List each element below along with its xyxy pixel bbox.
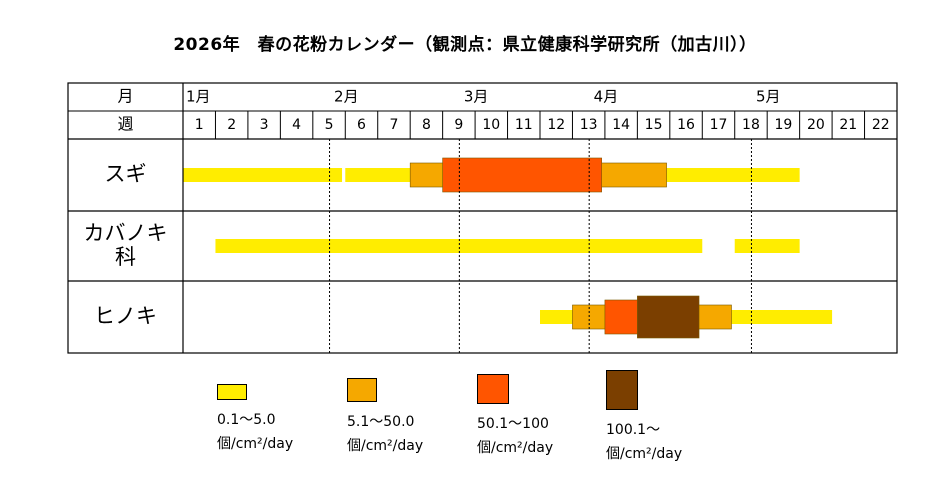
legend-range-level-3: 50.1～100 <box>477 416 549 432</box>
pollen-bar-2-2 <box>734 239 800 253</box>
week-header-label: 週 <box>117 115 133 134</box>
week-label-11: 11 <box>515 117 533 133</box>
month-label-2: 2月 <box>334 88 359 106</box>
week-label-7: 7 <box>389 117 398 133</box>
week-label-16: 16 <box>677 117 695 133</box>
week-label-15: 15 <box>645 117 663 133</box>
legend-swatch-level-2 <box>347 378 377 402</box>
legend-item-level-2: 5.1～50.0 個/cm²/day <box>347 372 457 454</box>
pollen-bar-3-2 <box>702 310 833 324</box>
legend-range-level-1: 0.1～5.0 <box>217 412 276 428</box>
week-label-19: 19 <box>774 117 792 133</box>
pollen-bar-2-1 <box>215 239 703 253</box>
month-label-1: 1月 <box>186 88 211 106</box>
legend-swatch-level-4 <box>606 370 638 410</box>
week-label-9: 9 <box>454 117 463 133</box>
chart-title: 2026年 春の花粉カレンダー（観測点：県立健康科学研究所（加古川）） <box>173 35 757 55</box>
legend-range-level-2: 5.1～50.0 <box>347 414 415 430</box>
week-label-1: 1 <box>195 117 204 133</box>
week-label-12: 12 <box>547 117 565 133</box>
legend-item-level-3: 50.1～100 個/cm²/day <box>477 372 587 456</box>
week-label-4: 4 <box>292 117 301 133</box>
legend-item-level-4: 100.1～ 個/cm²/day <box>606 370 716 462</box>
row-label-1: スギ <box>105 162 147 186</box>
week-label-18: 18 <box>742 117 760 133</box>
week-label-10: 10 <box>482 117 500 133</box>
legend-item-level-1: 0.1～5.0 個/cm²/day <box>217 372 327 452</box>
pollen-bar-1-1 <box>183 168 343 182</box>
week-label-21: 21 <box>839 117 857 133</box>
week-label-3: 3 <box>260 117 269 133</box>
calendar-border <box>67 82 898 354</box>
pollen-bar-1-6 <box>442 157 602 193</box>
legend-unit-level-1: 個/cm²/day <box>217 436 294 452</box>
legend-range-level-4: 100.1～ <box>606 422 661 438</box>
row-label-3: ヒノキ <box>94 304 157 328</box>
month-header-label: 月 <box>117 87 133 106</box>
week-label-14: 14 <box>612 117 630 133</box>
pollen-bar-1-3 <box>637 168 800 182</box>
week-label-2: 2 <box>227 117 236 133</box>
month-label-3: 3月 <box>464 88 489 106</box>
week-label-20: 20 <box>807 117 825 133</box>
week-label-13: 13 <box>580 117 598 133</box>
month-label-4: 4月 <box>594 88 619 106</box>
week-label-5: 5 <box>325 117 334 133</box>
week-label-17: 17 <box>710 117 728 133</box>
legend-unit-level-2: 個/cm²/day <box>347 438 424 454</box>
row-label-2-line-1: カバノキ <box>84 221 168 245</box>
legend-unit-level-4: 個/cm²/day <box>606 446 683 462</box>
legend-swatch-level-3 <box>477 374 509 404</box>
week-label-22: 22 <box>872 117 890 133</box>
legend-unit-level-3: 個/cm²/day <box>477 440 554 456</box>
month-label-5: 5月 <box>756 88 781 106</box>
legend-swatch-level-1 <box>217 384 247 400</box>
week-label-6: 6 <box>357 117 366 133</box>
week-label-8: 8 <box>422 117 431 133</box>
row-label-2-line-2: 科 <box>115 245 136 269</box>
pollen-bar-3-6 <box>637 295 700 339</box>
